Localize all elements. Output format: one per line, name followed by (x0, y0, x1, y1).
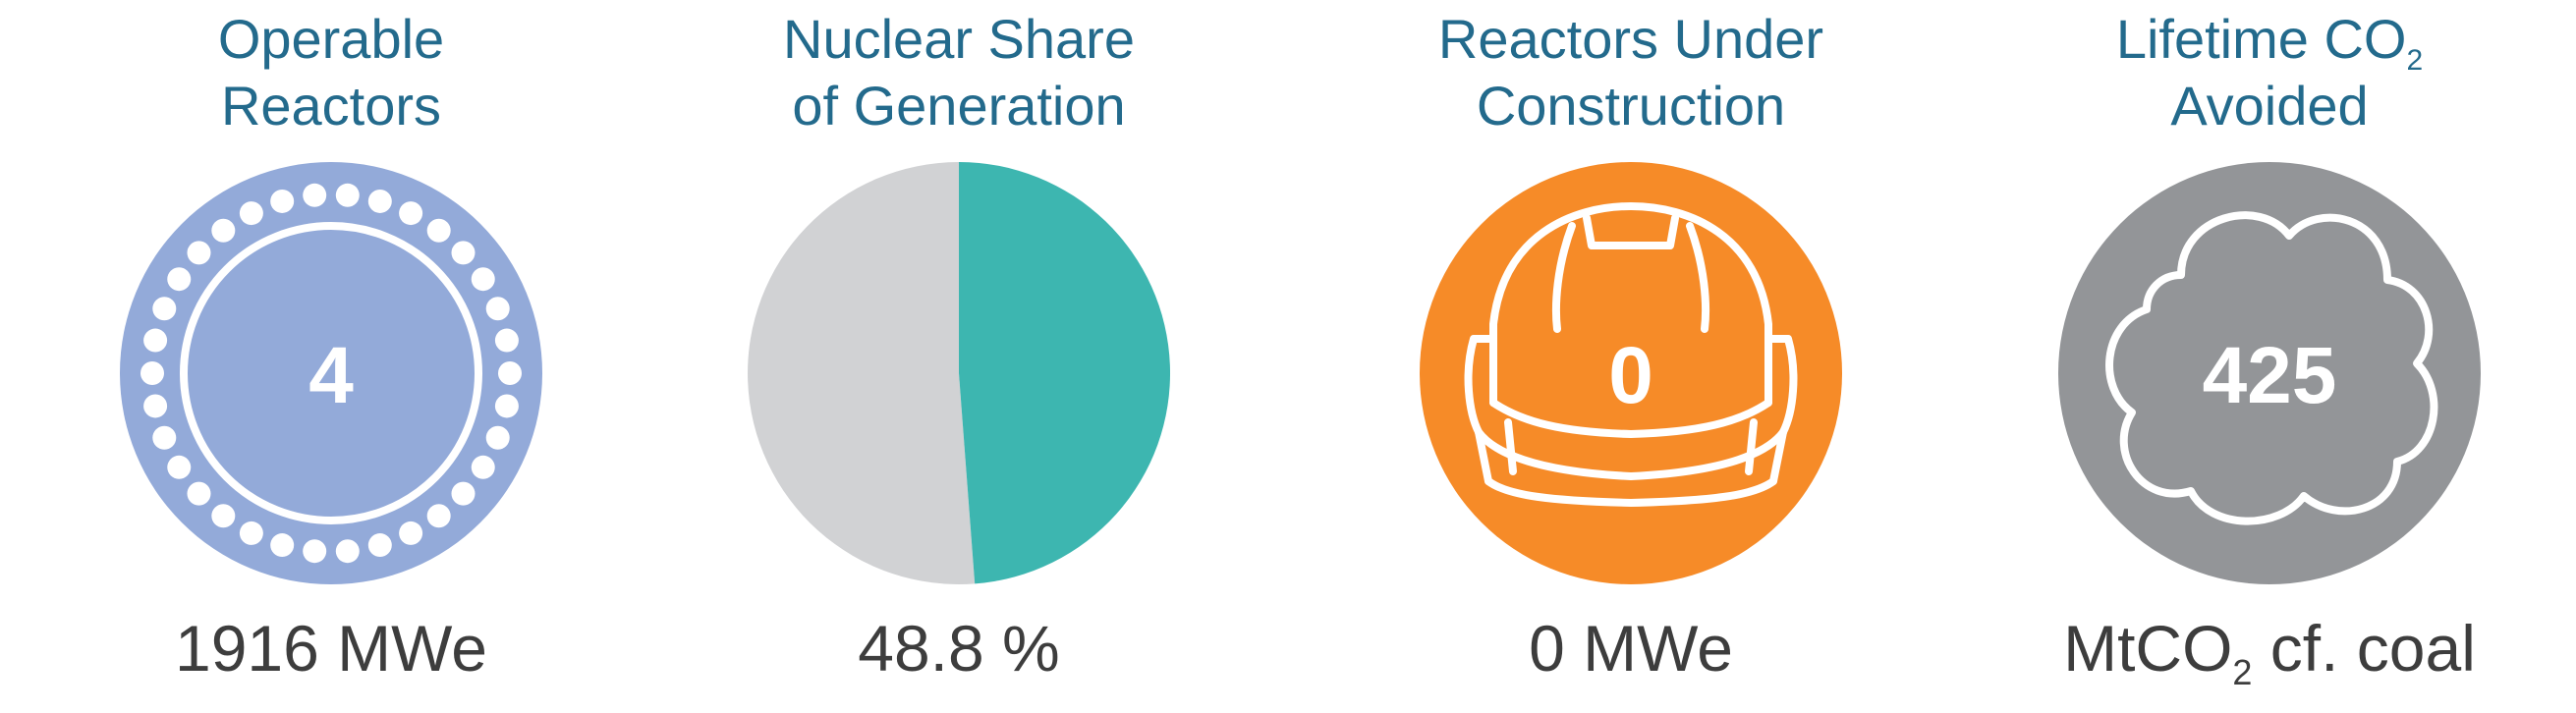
reactor-ring-dot (140, 361, 164, 385)
reactor-ring-dot (167, 455, 192, 479)
co2-unit-suffix: cf. coal (2252, 612, 2476, 685)
reactor-ring-dot (399, 521, 423, 545)
co2-avoided-title-line2: Avoided (2170, 75, 2369, 137)
reactor-ring-dot (451, 241, 476, 265)
reactor-ring-dot (399, 201, 423, 226)
under-construction-count: 0 (1608, 331, 1653, 420)
operable-reactors-count: 4 (308, 331, 354, 420)
reactor-ring-dot (485, 297, 510, 321)
reactor-ring-dot (494, 328, 519, 353)
co2-avoided-title: Lifetime CO2 Avoided (1975, 6, 2564, 139)
operable-reactors-title-line1: Operable (217, 8, 445, 70)
under-construction-panel: Reactors Under Construction 0 0 MWe (1336, 0, 1926, 713)
co2-avoided-unit: MtCO2 cf. coal (1975, 609, 2564, 690)
nuclear-share-title-line1: Nuclear Share (783, 8, 1135, 70)
reactor-ring-icon: 4 (120, 162, 542, 584)
reactor-ring-dot (211, 218, 236, 243)
under-construction-title: Reactors Under Construction (1336, 6, 1926, 139)
pie-slice-other (748, 162, 976, 584)
under-construction-title-line2: Construction (1476, 75, 1786, 137)
reactor-ring-dot (426, 218, 451, 243)
nuclear-share-title: Nuclear Share of Generation (664, 6, 1254, 139)
operable-reactors-title: Operable Reactors (36, 6, 626, 139)
under-construction-capacity: 0 MWe (1529, 612, 1733, 685)
hard-hat-icon: 0 (1420, 162, 1842, 584)
reactor-ring-dot (303, 183, 327, 207)
reactor-ring-dot (143, 328, 168, 353)
reactor-ring-dot (187, 241, 211, 265)
reactor-ring-dot (239, 521, 263, 545)
reactor-ring-dot (471, 267, 495, 292)
nuclear-share-value: 48.8 % (858, 612, 1060, 685)
co2-avoided-panel: Lifetime CO2 Avoided 425 MtCO2 cf. coal (1975, 0, 2564, 713)
operable-reactors-title-line2: Reactors (220, 75, 442, 137)
co2-avoided-title-line1: Lifetime CO2 (1975, 6, 2564, 76)
reactor-ring-dot (426, 504, 451, 528)
reactor-ring-dot (303, 539, 327, 564)
reactor-ring-dot (270, 189, 295, 213)
reactor-ring-dot (367, 189, 392, 213)
reactor-ring-dot (143, 394, 168, 418)
pie-chart-icon (748, 162, 1171, 584)
cloud-icon: 425 (2058, 162, 2481, 584)
co2-avoided-value: 425 (2203, 331, 2337, 420)
reactor-ring-dot (471, 455, 495, 479)
reactor-ring-dot (367, 533, 392, 558)
co2-unit-text: MtCO (2063, 612, 2233, 685)
reactor-ring-dot (335, 539, 360, 564)
operable-reactors-capacity: 1916 MWe (175, 612, 487, 685)
co2-unit-subscript: 2 (2232, 652, 2253, 693)
reactor-ring-dot (451, 481, 476, 506)
pie-slice-nuclear (959, 162, 1171, 584)
nuclear-share-title-line2: of Generation (792, 75, 1126, 137)
reactor-ring-dot (152, 297, 177, 321)
reactor-ring-dot (270, 533, 295, 558)
reactor-ring-dot (239, 201, 263, 226)
reactor-ring-dot (211, 504, 236, 528)
nuclear-share-panel: Nuclear Share of Generation 48.8 % (664, 0, 1254, 713)
reactor-ring-dot (152, 425, 177, 450)
reactor-ring-dot (494, 394, 519, 418)
co2-title-subscript: 2 (2406, 44, 2424, 78)
co2-title-text: Lifetime CO (2115, 8, 2407, 70)
reactor-ring-dot (335, 183, 360, 207)
reactor-ring-dot (498, 361, 522, 385)
operable-reactors-panel: Operable Reactors 4 1916 MWe (36, 0, 626, 713)
reactor-ring-dot (485, 425, 510, 450)
reactor-ring-dot (187, 481, 211, 506)
reactor-ring-dot (167, 267, 192, 292)
under-construction-title-line1: Reactors Under (1437, 8, 1824, 70)
